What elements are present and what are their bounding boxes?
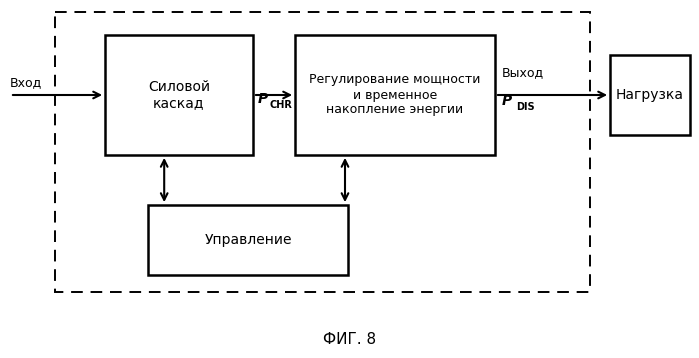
Text: Выход: Выход bbox=[502, 67, 544, 79]
Bar bbox=[105, 35, 253, 155]
Text: P: P bbox=[502, 94, 512, 108]
Text: Нагрузка: Нагрузка bbox=[616, 88, 684, 102]
Text: Силовой
каскад: Силовой каскад bbox=[148, 80, 210, 110]
Text: Регулирование мощности
и временное
накопление энергии: Регулирование мощности и временное накоп… bbox=[310, 73, 481, 116]
Text: Управление: Управление bbox=[204, 233, 291, 247]
Text: CHR: CHR bbox=[270, 100, 293, 110]
Text: DIS: DIS bbox=[516, 102, 535, 112]
Text: Вход: Вход bbox=[10, 77, 42, 90]
Bar bbox=[148, 205, 348, 275]
Bar bbox=[55, 12, 590, 292]
Bar bbox=[295, 35, 495, 155]
Text: P: P bbox=[258, 92, 268, 106]
Text: ФИГ. 8: ФИГ. 8 bbox=[324, 333, 377, 348]
Bar bbox=[610, 55, 690, 135]
